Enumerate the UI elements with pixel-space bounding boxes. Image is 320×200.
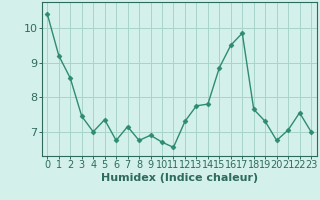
X-axis label: Humidex (Indice chaleur): Humidex (Indice chaleur) [100, 173, 258, 183]
